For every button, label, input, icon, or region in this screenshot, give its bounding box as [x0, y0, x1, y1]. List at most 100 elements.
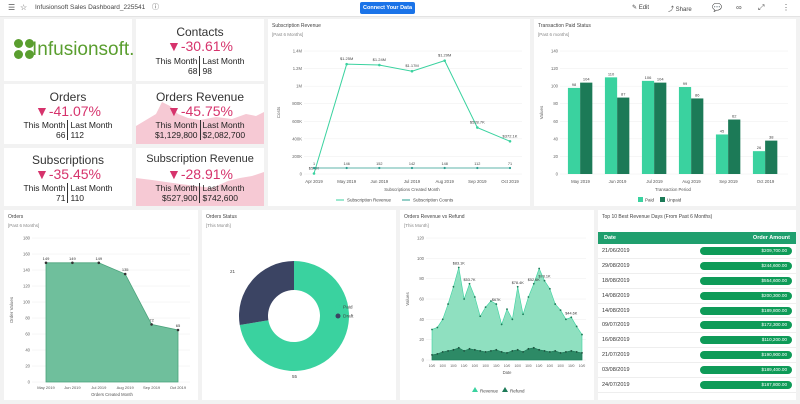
y-axis-tick-label: 80 — [25, 316, 30, 321]
x-tick-label: 10/0 — [547, 364, 554, 368]
y-axis-tick-label: 0 — [28, 380, 31, 385]
star-icon[interactable]: ☆ — [20, 3, 28, 12]
data-point — [44, 261, 48, 265]
menu-icon[interactable]: ☰ — [8, 3, 16, 12]
data-label: 152 — [376, 162, 382, 166]
x-tick-label: Aug 2019 — [117, 385, 135, 390]
data-label: 142 — [409, 162, 415, 166]
bar-paid — [604, 77, 618, 174]
data-point — [436, 353, 439, 355]
data-point — [484, 350, 487, 353]
share-button[interactable]: ⤴ Share — [668, 7, 692, 13]
logo-panel: Infusionsoft. — [4, 19, 134, 81]
x-tick-label: 10/0 — [525, 364, 532, 368]
data-point — [312, 172, 316, 175]
x-tick-label: May 2019 — [337, 179, 356, 184]
data-point — [410, 69, 414, 73]
y-axis-tick-label: 100 — [417, 256, 425, 261]
row-amount-pill: $200,300.00 — [700, 291, 792, 300]
y-axis-tick-label: 20 — [419, 337, 424, 342]
legend-label: Subscription Revenue — [347, 198, 392, 203]
row-date: 21/06/2019 — [602, 247, 630, 254]
top-days-panel: Top 10 Best Revenue Days (From Past 6 Mo… — [598, 210, 796, 400]
column-header-amount[interactable]: Order Amount — [752, 235, 790, 241]
kpi-title: Orders Revenue — [155, 90, 245, 104]
info-icon[interactable]: ⓘ — [152, 4, 159, 11]
bar-unpaid — [728, 119, 741, 174]
more-icon[interactable]: ⋮ — [782, 3, 790, 12]
legend-label: Subscription Counts — [413, 198, 454, 203]
x-tick-label: 10/0 — [557, 364, 564, 368]
data-point — [500, 323, 503, 326]
data-point — [548, 287, 551, 290]
data-point — [516, 285, 519, 288]
row-date: 03/08/2019 — [602, 367, 630, 374]
table-row[interactable]: 29/08/2019 $244,600.00 — [598, 259, 796, 274]
data-point — [410, 166, 414, 170]
data-point — [468, 282, 471, 285]
data-point — [345, 62, 348, 66]
data-point — [436, 326, 439, 329]
kpi-title: Orders — [49, 90, 87, 104]
table-row[interactable]: 18/08/2019 $554,600.00 — [598, 274, 796, 289]
data-point — [490, 349, 492, 352]
x-tick-label: 10/0 — [450, 364, 457, 368]
row-date: 14/08/2019 — [602, 307, 630, 314]
this-month-label: This Month — [155, 183, 198, 193]
top-days-table: Date Order Amount 21/06/2019 $209,700.00 2… — [598, 232, 796, 393]
y-axis-tick-label: 0 — [300, 172, 303, 177]
table-row[interactable]: 21/06/2019 $209,700.00 — [598, 244, 796, 259]
table-row[interactable]: 24/07/2019 $187,800.00 — [598, 378, 796, 393]
y-axis-tick-label: 60 — [419, 297, 424, 302]
y-axis-tick-label: 140 — [551, 49, 559, 54]
orders-area-chart: 180 160 140 120 100 80 60 40 20 0 Order Values 149 M… — [9, 236, 190, 397]
connect-data-button[interactable]: Connect Your Data — [360, 2, 415, 14]
orders-status-donut: 21 55 Paid Draft — [230, 261, 354, 379]
row-amount-pill: $187,800.00 — [700, 380, 792, 389]
legend-swatch — [335, 313, 341, 319]
bar-paid — [567, 87, 581, 174]
table-row[interactable]: 14/08/2019 $189,800.00 — [598, 304, 796, 319]
expand-icon[interactable]: ⤢ — [758, 3, 765, 12]
y-axis-tick-label: 0 — [422, 358, 425, 363]
kpi-percent: -41.07% — [48, 103, 101, 119]
data-label: $1.24M — [373, 57, 386, 62]
data-point — [345, 166, 348, 170]
y-axis-tick-label: 120 — [417, 236, 425, 241]
bar-paid — [715, 134, 729, 174]
bar-label: 26 — [757, 145, 762, 150]
y-axis-tick-label: 1.2M — [293, 66, 303, 71]
comment-icon[interactable]: 💬 — [712, 3, 722, 12]
y-axis-tick-label: 1M — [296, 84, 302, 89]
kpi-subscription-revenue: Subscription Revenue ▼-28.91% This Month… — [136, 148, 264, 206]
edit-button[interactable]: ✎ Edit — [632, 5, 650, 11]
data-label: 65 — [176, 323, 181, 328]
data-point — [506, 351, 508, 354]
legend-label: Revenue — [480, 389, 499, 394]
legend-label: Paid — [343, 305, 353, 311]
table-row[interactable]: 14/08/2019 $200,300.00 — [598, 289, 796, 304]
transaction-bar-chart: 140 120 100 80 60 40 20 0 Values 98 104 May 2019 110… — [539, 49, 788, 203]
bar-label: 86 — [695, 92, 700, 97]
down-arrow-icon: ▼ — [166, 103, 181, 119]
last-month-value: 98 — [202, 66, 212, 76]
y-axis-tick-label: 100 — [23, 300, 31, 305]
data-point — [431, 354, 433, 356]
table-row[interactable]: 16/08/2019 $110,200.00 — [598, 333, 796, 349]
column-header-date[interactable]: Date — [604, 235, 616, 241]
table-row[interactable]: 09/07/2019 $172,300.00 — [598, 318, 796, 334]
data-label: 146 — [343, 162, 349, 166]
table-row[interactable]: 03/08/2019 $189,400.00 — [598, 363, 796, 379]
bar-label: 104 — [583, 77, 590, 82]
legend-label: Paid — [645, 198, 655, 203]
panel-subtitle: [This Month] — [206, 223, 231, 228]
x-tick-label: 10/0 — [568, 364, 575, 368]
last-month-label: Last Month — [70, 183, 113, 193]
data-point — [581, 351, 583, 354]
binoculars-icon[interactable]: ∞ — [736, 3, 742, 12]
data-point — [548, 350, 551, 353]
kpi-orders: Orders ▼-41.07% This Month 66 Last Month 1… — [4, 84, 132, 144]
y-axis-title: Values — [539, 105, 544, 119]
data-label: 148 — [441, 162, 447, 166]
table-row[interactable]: 21/07/2019 $190,900.00 — [598, 348, 796, 364]
